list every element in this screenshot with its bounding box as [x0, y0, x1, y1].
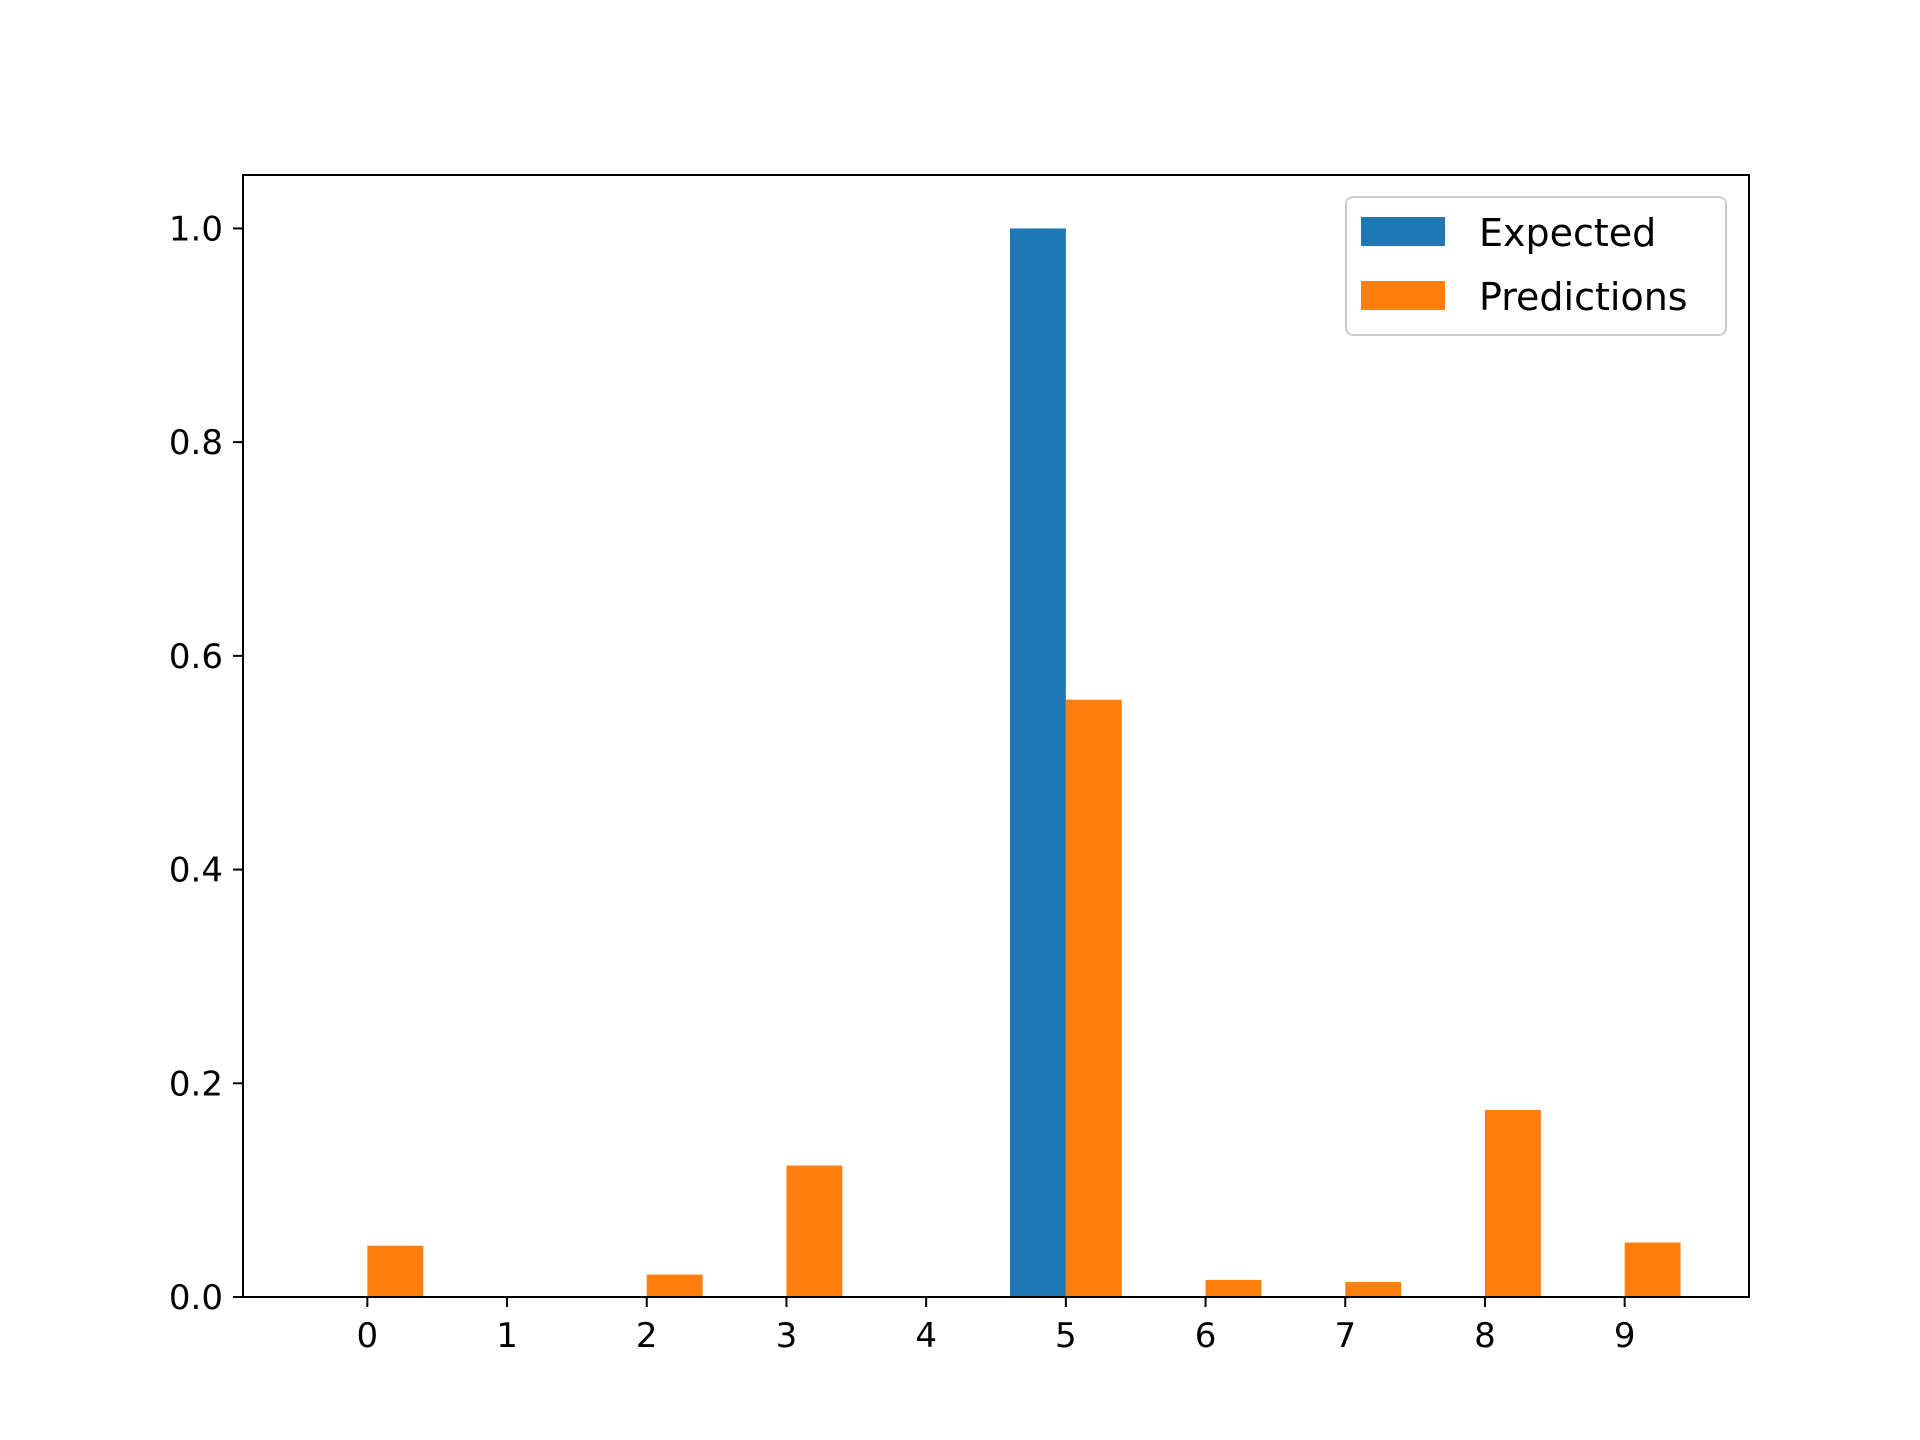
bar-predictions-9 [1624, 1242, 1681, 1297]
bar-expected-5 [1009, 228, 1066, 1297]
y-tick-label-0.8: 0.8 [169, 423, 223, 463]
x-tick-label-7: 7 [1334, 1316, 1356, 1356]
bar-predictions-6 [1205, 1279, 1262, 1297]
plot-frame [242, 174, 1750, 1298]
bar-predictions-3 [786, 1165, 843, 1297]
bar-predictions-5 [1065, 699, 1122, 1297]
x-tick-label-2: 2 [636, 1316, 658, 1356]
y-tick-label-0.0: 0.0 [169, 1278, 223, 1318]
x-axis: 0 1 2 3 4 5 6 7 8 9 [357, 1297, 1636, 1356]
legend-swatch-predictions [1361, 281, 1445, 310]
bar-predictions-8 [1484, 1110, 1541, 1297]
legend-label-expected: Expected [1479, 211, 1656, 255]
x-tick-label-0: 0 [357, 1316, 379, 1356]
y-tick-label-0.6: 0.6 [169, 637, 223, 677]
x-tick-label-9: 9 [1614, 1316, 1636, 1356]
x-tick-label-8: 8 [1474, 1316, 1496, 1356]
bars-group [367, 228, 1681, 1297]
x-tick-label-5: 5 [1055, 1316, 1077, 1356]
y-tick-label-1.0: 1.0 [169, 209, 223, 249]
x-tick-label-3: 3 [776, 1316, 798, 1356]
bar-predictions-7 [1345, 1282, 1402, 1297]
x-tick-label-1: 1 [496, 1316, 518, 1356]
y-tick-label-0.4: 0.4 [169, 851, 223, 891]
legend-swatch-expected [1361, 217, 1445, 246]
bar-predictions-0 [367, 1245, 424, 1297]
legend-label-predictions: Predictions [1479, 275, 1688, 319]
bar-predictions-2 [646, 1274, 703, 1297]
x-tick-label-6: 6 [1195, 1316, 1217, 1356]
x-tick-label-4: 4 [915, 1316, 937, 1356]
y-axis: 0.0 0.2 0.4 0.6 0.8 1.0 [169, 209, 243, 1318]
y-tick-label-0.2: 0.2 [169, 1064, 223, 1104]
legend: Expected Predictions [1345, 196, 1727, 336]
